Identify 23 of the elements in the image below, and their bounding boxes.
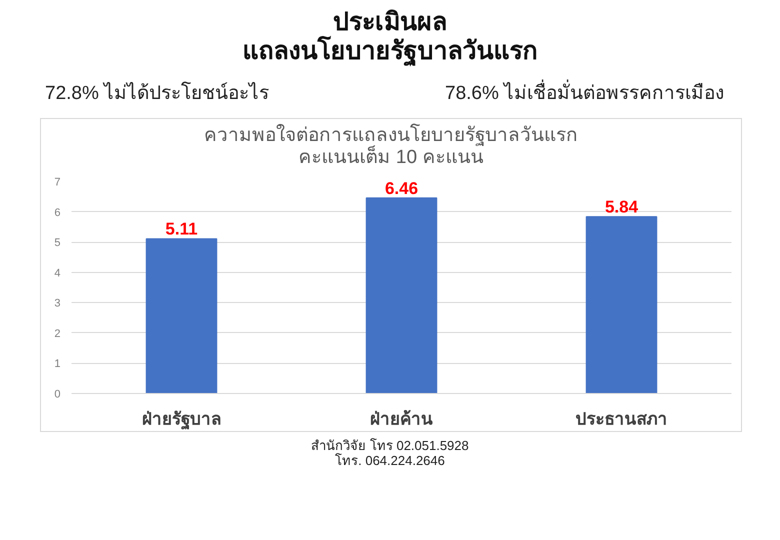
bar bbox=[366, 197, 438, 394]
y-tick-label: 1 bbox=[54, 358, 61, 370]
y-tick-label: 3 bbox=[54, 298, 61, 310]
chart-subtitle: ความพอใจต่อการแถลงนโยบายรัฐบาลวันแรก คะแนนเต็ม 10 คะแนน bbox=[203, 125, 579, 169]
text: 78.6% ไม่เชื่อมั่นต่อพรรคการเมือง bbox=[445, 80, 724, 106]
y-tick-label: 6 bbox=[54, 206, 61, 219]
bar bbox=[586, 216, 658, 394]
text: 72.8% ไม่ได้ประโยชน์อะไร bbox=[45, 80, 270, 106]
x-tick-label: ประธานสภา bbox=[576, 410, 668, 428]
y-tick-label: 5 bbox=[54, 237, 61, 250]
y-tick-label: 4 bbox=[54, 267, 61, 280]
y-tick-label: 7 bbox=[54, 176, 61, 188]
y-tick-label: 2 bbox=[54, 328, 61, 340]
bar bbox=[146, 238, 218, 394]
x-tick-label: ฝ่ายค้าน bbox=[370, 410, 433, 428]
data-label: 5.11 bbox=[165, 220, 198, 239]
data-label: 5.84 bbox=[604, 198, 639, 217]
data-label: 6.46 bbox=[384, 178, 418, 198]
text: โทร. 064.224.2646 bbox=[335, 453, 445, 468]
y-tick-label: 0 bbox=[54, 388, 61, 400]
chart-title: ประเมินผล แถลงนโยบายรัฐบาลวันแรก bbox=[242, 8, 538, 66]
x-tick-label: ฝ่ายรัฐบาล bbox=[142, 410, 221, 430]
text: สำนักวิจัย โทร 02.051.5928 bbox=[311, 438, 469, 453]
